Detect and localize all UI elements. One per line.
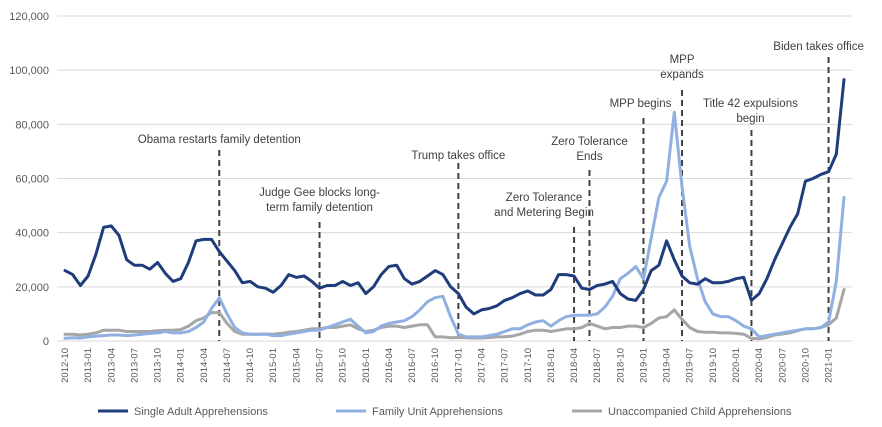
x-tick-label: 2015-07 bbox=[315, 348, 326, 383]
legend: Single Adult Apprehensions Family Unit Ap… bbox=[98, 406, 792, 418]
gridlines bbox=[57, 15, 852, 342]
event-annotation-label: expands bbox=[660, 69, 704, 81]
y-tick-label: 40,000 bbox=[15, 228, 49, 240]
y-tick-label: 0 bbox=[43, 336, 49, 348]
x-tick-label: 2018-01 bbox=[546, 348, 557, 383]
event-annotation-label: and Metering Begin bbox=[494, 207, 594, 219]
series-line-family-unit-apprehensions bbox=[63, 110, 846, 340]
x-tick-label: 2019-07 bbox=[685, 348, 696, 383]
series-line-unaccompanied-child-apprehensions bbox=[63, 288, 846, 341]
event-annotation-label: MPP begins bbox=[610, 98, 672, 110]
series-line-single-adult-apprehensions bbox=[63, 78, 846, 316]
x-tick-label: 2014-10 bbox=[245, 348, 256, 383]
x-tick-label: 2016-01 bbox=[361, 348, 372, 383]
x-tick-label: 2018-10 bbox=[615, 348, 626, 383]
x-tick-label: 2019-04 bbox=[662, 348, 673, 383]
x-tick-label: 2020-01 bbox=[731, 348, 742, 383]
x-tick-label: 2013-04 bbox=[106, 348, 117, 383]
x-tick-label: 2013-10 bbox=[153, 348, 164, 383]
y-axis-tick-labels: 0 20,000 40,000 60,000 80,000 100,000 120,000 bbox=[9, 11, 49, 348]
legend-label: Unaccompanied Child Apprehensions bbox=[608, 406, 792, 418]
y-tick-label: 80,000 bbox=[15, 119, 49, 131]
x-tick-label: 2014-01 bbox=[176, 348, 187, 383]
event-annotation-label: Obama restarts family detention bbox=[138, 134, 301, 146]
event-annotation-label: Ends bbox=[576, 151, 602, 163]
x-tick-label: 2021-01 bbox=[824, 348, 835, 383]
event-annotation-label: Title 42 expulsions bbox=[703, 98, 798, 110]
legend-label: Single Adult Apprehensions bbox=[134, 406, 268, 418]
x-tick-label: 2020-10 bbox=[800, 348, 811, 383]
event-annotation-label: begin bbox=[736, 113, 764, 125]
x-tick-label: 2020-04 bbox=[754, 348, 765, 383]
x-tick-label: 2015-10 bbox=[338, 348, 349, 383]
x-tick-label: 2020-07 bbox=[777, 348, 788, 383]
event-marker-lines bbox=[218, 57, 830, 341]
x-tick-label: 2019-01 bbox=[638, 348, 649, 383]
y-tick-label: 100,000 bbox=[9, 65, 49, 77]
event-annotation-label: Zero Tolerance bbox=[551, 136, 628, 148]
x-tick-label: 2016-04 bbox=[384, 348, 395, 383]
x-tick-label: 2012-10 bbox=[60, 348, 71, 383]
x-tick-label: 2016-10 bbox=[430, 348, 441, 383]
x-tick-label: 2017-04 bbox=[476, 348, 487, 383]
x-tick-label: 2014-07 bbox=[222, 348, 233, 383]
event-annotation-label: Trump takes office bbox=[411, 150, 505, 162]
x-tick-label: 2015-04 bbox=[291, 348, 302, 383]
x-tick-label: 2018-04 bbox=[569, 348, 580, 383]
x-tick-label: 2018-07 bbox=[592, 348, 603, 383]
event-annotation-label: Biden takes office bbox=[773, 41, 864, 53]
x-tick-label: 2013-01 bbox=[83, 348, 94, 383]
series-lines bbox=[63, 78, 846, 341]
event-annotations: Obama restarts family detention Judge Gee… bbox=[138, 41, 864, 219]
x-tick-label: 2017-01 bbox=[453, 348, 464, 383]
x-tick-label: 2014-04 bbox=[199, 348, 210, 383]
y-tick-label: 120,000 bbox=[9, 11, 49, 23]
x-tick-label: 2015-01 bbox=[268, 348, 279, 383]
event-annotation-label: Zero Tolerance bbox=[506, 192, 583, 204]
legend-label: Family Unit Apprehensions bbox=[372, 406, 503, 418]
event-annotation-label: term family detention bbox=[266, 202, 373, 214]
x-tick-label: 2013-07 bbox=[129, 348, 140, 383]
x-tick-label: 2019-10 bbox=[708, 348, 719, 383]
x-tick-label: 2016-07 bbox=[407, 348, 418, 383]
x-tick-label: 2017-10 bbox=[523, 348, 534, 383]
event-annotation-label: MPP bbox=[670, 54, 695, 66]
event-annotation-label: Judge Gee blocks long- bbox=[259, 187, 380, 199]
x-tick-label: 2017-07 bbox=[500, 348, 511, 383]
y-tick-label: 60,000 bbox=[15, 174, 49, 186]
y-tick-label: 20,000 bbox=[15, 282, 49, 294]
x-axis-tick-labels: 2012-10 2013-01 2013-04 2013-07 2013-10 2014-… bbox=[60, 348, 835, 383]
